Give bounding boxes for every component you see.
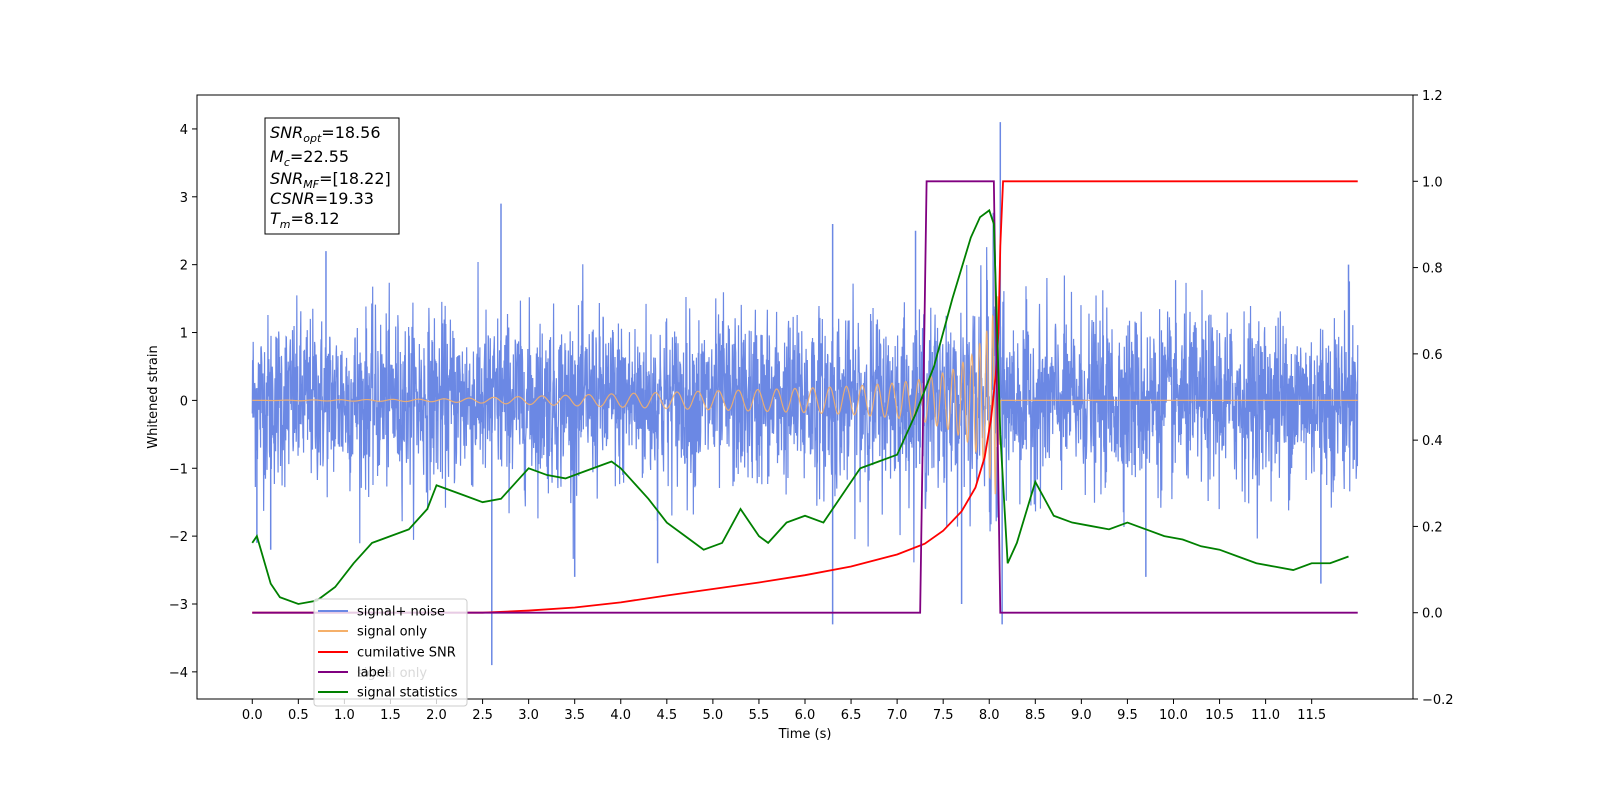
y2-tick-label: 1.2	[1422, 89, 1443, 104]
x-tick-label: 5.0	[703, 708, 724, 723]
series-signal-noise-line	[251, 212, 1359, 563]
y2-tick-label: 0.6	[1422, 348, 1443, 363]
legend: signal only signal+ noise signal only cumil…	[313, 598, 468, 707]
y-axis-label: Whitened strain	[146, 345, 161, 448]
x-tick-label: 1.0	[334, 708, 355, 723]
y-tick-label: −2	[169, 530, 188, 545]
x-tick-label: 0.5	[288, 708, 309, 723]
series-signal-statistics-line	[251, 208, 1349, 605]
x-tick-label: 8.5	[1025, 708, 1046, 723]
y-tick-label: 1	[180, 327, 188, 342]
legend-label: cumilative SNR	[357, 646, 456, 661]
info-line: Mc=22.55	[270, 147, 349, 169]
series-signal-only-line	[252, 296, 1358, 495]
y-tick-label: 3	[180, 191, 188, 206]
x-tick-label: 5.5	[749, 708, 770, 723]
y-tick-label: −1	[169, 462, 188, 477]
y2-tick-label: 0.4	[1422, 434, 1443, 449]
x-tick-label: 9.5	[1117, 708, 1138, 723]
series-label-line	[252, 180, 1358, 614]
x-tick-label: 6.5	[841, 708, 862, 723]
y-tick-label: 2	[180, 259, 188, 274]
y-tick-label: 4	[180, 123, 188, 138]
legend-frame	[313, 598, 468, 707]
legend-label: label	[357, 666, 388, 681]
x-tick-label: 7.0	[887, 708, 908, 723]
plot-area	[251, 122, 1359, 666]
y2-tick-label: 0.0	[1422, 607, 1443, 622]
info-line: SNRopt=18.56	[270, 123, 381, 145]
legend-ghost-text: signal only	[357, 666, 427, 681]
x-tick-label: 1.5	[380, 708, 401, 723]
info-line: SNRMF=[18.22]	[270, 169, 391, 191]
y2-tick-label: 1.0	[1422, 175, 1443, 190]
x-tick-label: 0.0	[242, 708, 263, 723]
x-tick-label: 2.5	[472, 708, 493, 723]
info-line: Tm=8.12	[270, 209, 340, 231]
legend-label: signal only	[357, 625, 427, 640]
legend-label: signal statistics	[357, 686, 458, 701]
x-tick-label: 9.0	[1071, 708, 1092, 723]
x-tick-label: 10.0	[1159, 708, 1188, 723]
y-tick-label: −3	[169, 598, 188, 613]
x-tick-label: 6.0	[795, 708, 816, 723]
y2-tick-label: −0.2	[1422, 693, 1454, 708]
legend-label: signal+ noise	[357, 605, 445, 620]
x-tick-label: 11.5	[1297, 708, 1326, 723]
x-tick-label: 4.5	[656, 708, 677, 723]
x-tick-label: 8.0	[979, 708, 1000, 723]
x-tick-label: 3.0	[518, 708, 539, 723]
x-tick-label: 10.5	[1205, 708, 1234, 723]
y2-tick-label: 0.8	[1422, 262, 1443, 277]
y2-tick-label: 0.2	[1422, 520, 1443, 535]
info-box-frame	[264, 117, 400, 235]
x-tick-label: 11.0	[1251, 708, 1280, 723]
info-box: SNRopt=18.56Mc=22.55SNRMF=[18.22]CSNR=19…	[264, 117, 400, 235]
info-line: CSNR=19.33	[270, 189, 374, 208]
x-tick-label: 3.5	[564, 708, 585, 723]
x-tick-label: 7.5	[933, 708, 954, 723]
x-axis-label: Time (s)	[778, 727, 832, 742]
y-tick-label: 0	[180, 394, 188, 409]
y-tick-label: −4	[169, 666, 188, 681]
x-tick-label: 4.0	[610, 708, 631, 723]
x-tick-label: 2.0	[426, 708, 447, 723]
